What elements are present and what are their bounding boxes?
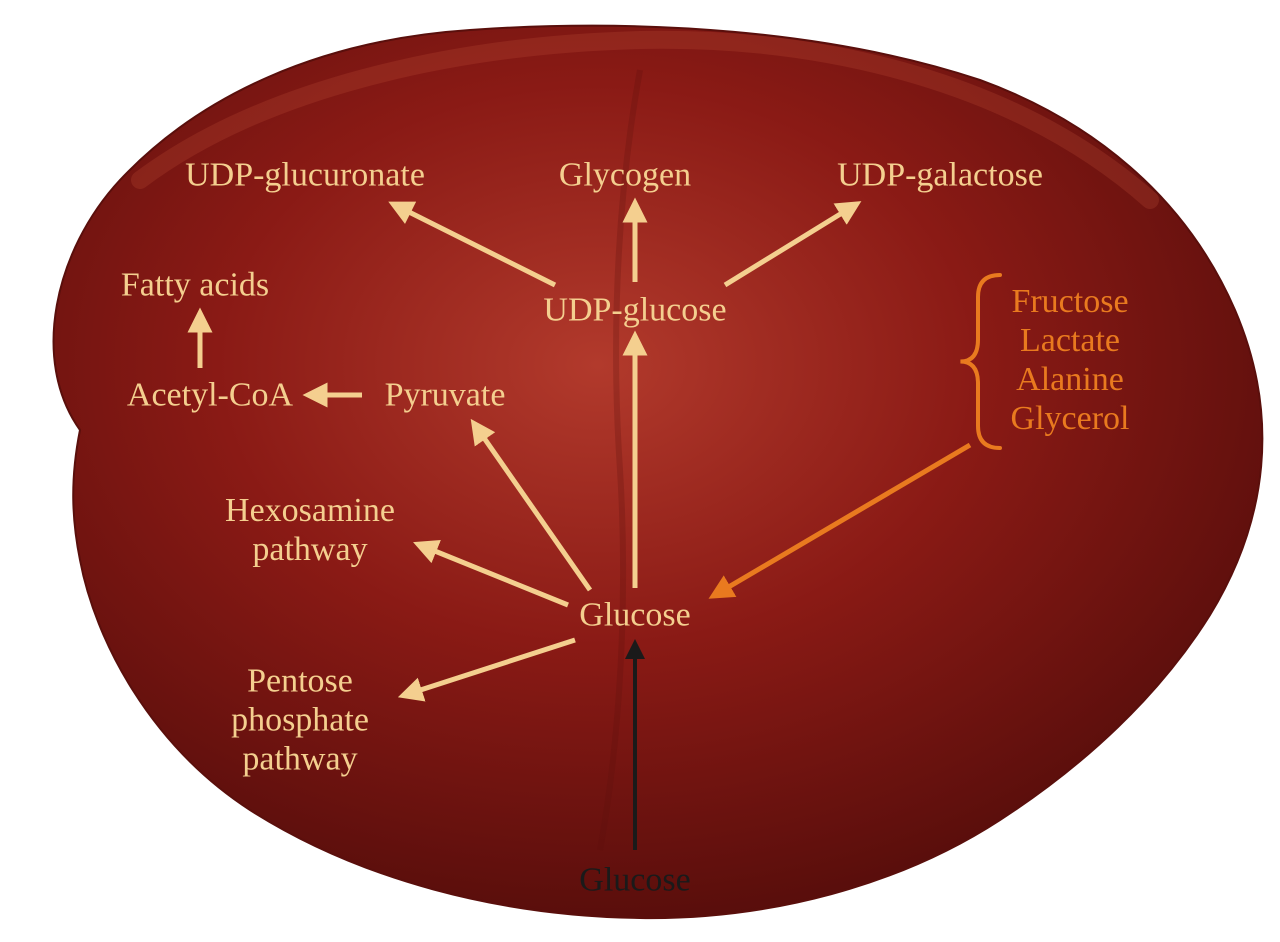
- diagram-stage: UDP-glucuronate Glycogen UDP-galactose Fatt…: [0, 0, 1280, 942]
- label-pentose: Pentose phosphate pathway: [231, 661, 369, 778]
- label-fatty_acids: Fatty acids: [121, 265, 269, 304]
- label-precursors: Fructose Lactate Alanine Glycerol: [1011, 282, 1130, 438]
- diagram-svg: [0, 0, 1280, 942]
- precursor-brace: [960, 275, 1000, 448]
- label-udp_glucuronate: UDP-glucuronate: [185, 155, 425, 194]
- arrow-glucose_in-to-pentose: [405, 640, 575, 695]
- label-glycogen: Glycogen: [559, 155, 691, 194]
- arrow-udp_glucose-to-udp_galactose: [725, 205, 855, 285]
- label-udp_galactose: UDP-galactose: [837, 155, 1043, 194]
- label-acetyl_coa: Acetyl-CoA: [127, 375, 293, 414]
- label-hexosamine: Hexosamine pathway: [225, 491, 395, 569]
- label-pyruvate: Pyruvate: [385, 375, 506, 414]
- arrow-precursors-to-glucose_in: [715, 445, 970, 595]
- arrow-glucose_in-to-hexosamine: [420, 545, 568, 605]
- label-udp_glucose: UDP-glucose: [543, 290, 726, 329]
- arrow-glucose_in-to-pyruvate: [475, 425, 590, 590]
- label-glucose_out: Glucose: [579, 860, 690, 899]
- label-glucose_in: Glucose: [579, 595, 690, 634]
- arrow-udp_glucose-to-udp_glucuronate: [395, 205, 555, 285]
